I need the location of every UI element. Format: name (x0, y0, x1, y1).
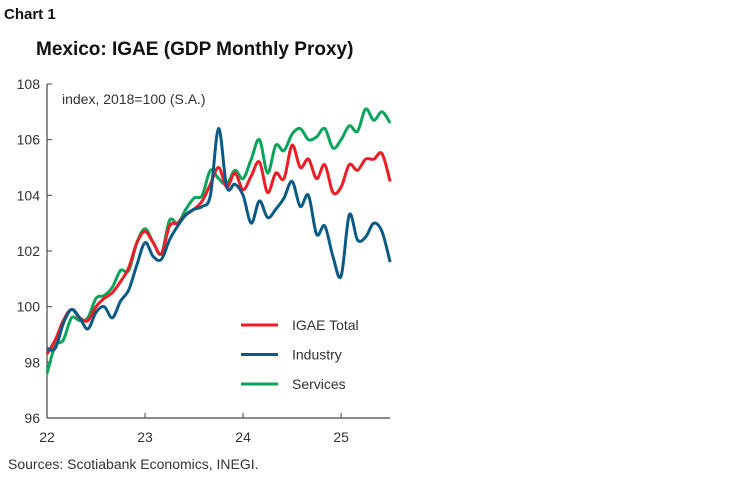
y-axis-label: index, 2018=100 (S.A.) (62, 91, 206, 107)
series-line-services (45, 107, 392, 374)
series-line-industry (46, 127, 392, 352)
legend-label: IGAE Total (292, 317, 359, 333)
y-tick-label: 98 (24, 354, 40, 370)
y-tick-label: 108 (17, 76, 41, 92)
series-line-igae-total (45, 143, 392, 355)
x-tick-label: 23 (137, 429, 153, 445)
x-tick-label: 22 (39, 429, 55, 445)
y-tick-label: 104 (17, 187, 41, 203)
chart-title: Mexico: IGAE (GDP Monthly Proxy) (36, 39, 354, 60)
legend-label: Industry (292, 347, 342, 363)
chart-number-label: Chart 1 (4, 6, 56, 23)
source-note: Sources: Scotiabank Economics, INEGI. (8, 456, 259, 472)
y-tick-label: 102 (17, 243, 41, 259)
legend-label: Services (292, 376, 346, 392)
y-tick-label: 100 (17, 299, 41, 315)
y-tick-label: 106 (17, 132, 41, 148)
y-tick-label: 96 (24, 410, 40, 426)
x-tick-label: 24 (235, 429, 251, 445)
x-tick-label: 25 (333, 429, 349, 445)
